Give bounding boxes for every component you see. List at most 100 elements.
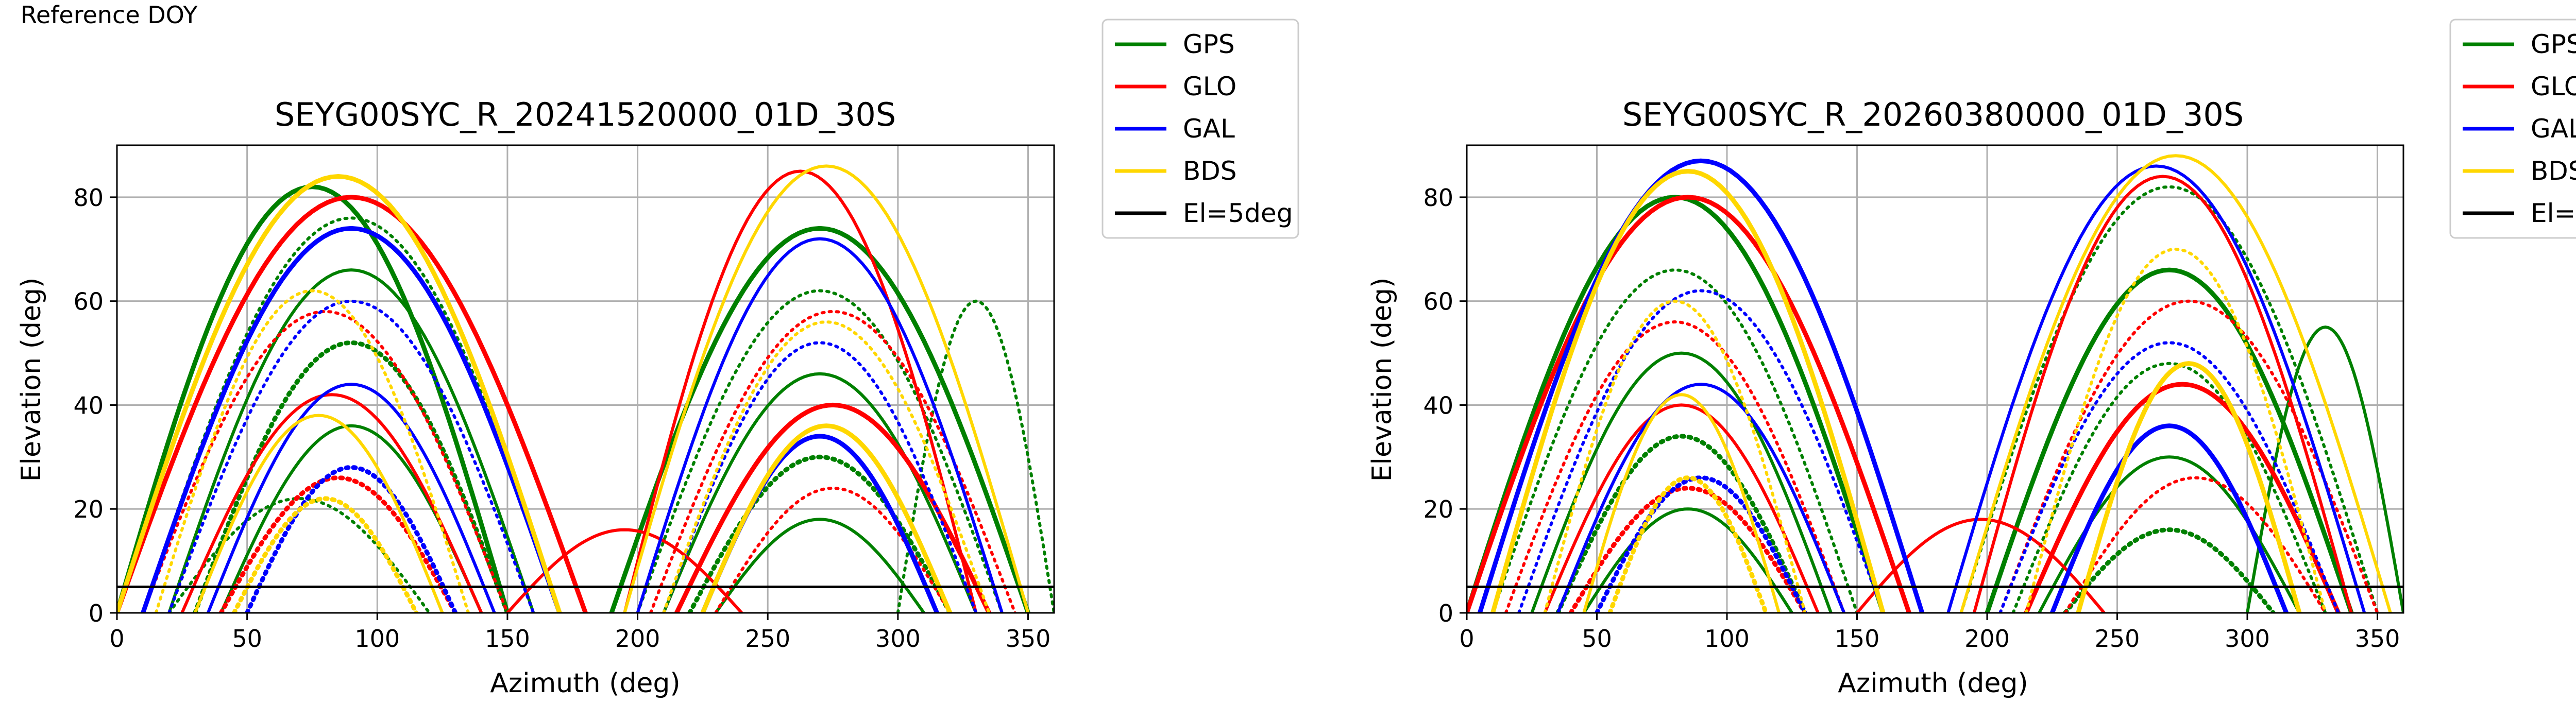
pass-glo	[1972, 175, 2353, 613]
pass-gps	[714, 518, 926, 613]
pass-gal	[245, 465, 458, 613]
pass-gps	[662, 372, 978, 613]
legend-label: El=5deg	[1183, 198, 1293, 228]
pass-glo	[1543, 403, 1820, 613]
x-tick-label: 250	[745, 625, 790, 653]
pass-bds	[1490, 168, 1886, 613]
pass-glo	[2063, 476, 2327, 613]
pass-bds	[193, 414, 444, 613]
chart-2: SEYG00SYC_R_20260380000_01D_30S 0 50 100 15…	[1367, 19, 2576, 699]
legend-label: GLO	[2531, 72, 2576, 101]
y-tick-label: 60	[73, 288, 104, 316]
x-tick-label: 100	[1704, 625, 1750, 653]
pass-bds	[623, 164, 1030, 613]
y-tick-label: 60	[1423, 288, 1453, 316]
chart-1-x-axis-label: Azimuth (deg)	[490, 668, 680, 699]
chart-2-x-axis-label: Azimuth (deg)	[1838, 668, 2028, 699]
pass-gps	[141, 216, 561, 613]
pass-gps	[1985, 267, 2354, 613]
x-tick-label: 200	[1964, 625, 2010, 653]
pass-glo	[1568, 486, 1807, 613]
pass-glo	[1855, 518, 2106, 613]
pass-bds	[1543, 299, 1807, 613]
pass-gal	[1946, 164, 2366, 613]
chart-1-axes: 0 50 100 150 200 250 300 350 0 20 40 60 80	[73, 144, 1055, 653]
x-tick-label: 100	[354, 625, 400, 653]
pass-gal	[167, 299, 535, 613]
y-tick-label: 0	[1438, 599, 1453, 627]
chart-1: SEYG00SYC_R_20241520000_01D_30S 0 50 100 15…	[16, 19, 1299, 699]
legend-label: El=5deg	[2531, 198, 2576, 228]
pass-gps	[1530, 351, 1833, 613]
pass-gal	[1517, 289, 1885, 613]
legend-label: BDS	[2531, 156, 2576, 186]
chart-1-title: SEYG00SYC_R_20241520000_01D_30S	[275, 96, 896, 133]
pass-gps	[2011, 362, 2327, 613]
pass-gps	[1491, 268, 1859, 613]
x-tick-label: 50	[1582, 625, 1612, 653]
legend-label: GAL	[2531, 114, 2576, 144]
x-tick-label: 300	[2225, 625, 2270, 653]
reference-doy-label: Reference DOY	[21, 1, 198, 29]
y-tick-label: 20	[1423, 495, 1453, 523]
legend-label: BDS	[1183, 156, 1237, 186]
x-tick-label: 200	[615, 625, 660, 653]
pass-gal	[1595, 475, 1807, 613]
y-tick-label: 80	[1423, 184, 1453, 212]
pass-bds	[1959, 154, 2392, 613]
pass-gal	[662, 341, 978, 613]
chart-2-plot-area	[1467, 154, 2403, 613]
pass-bds	[662, 320, 991, 613]
x-tick-label: 150	[485, 625, 530, 653]
pass-gal	[2049, 423, 2289, 613]
legend-label: GLO	[1183, 72, 1236, 101]
pass-gps	[1959, 185, 2379, 613]
legend-box	[1101, 19, 1299, 239]
pass-bds	[231, 496, 419, 613]
pass-gps	[636, 289, 1004, 613]
x-tick-label: 0	[109, 625, 124, 653]
pass-gps	[117, 184, 510, 613]
pass-bds	[2024, 247, 2327, 613]
pass-glo	[2024, 382, 2341, 613]
pass-glo	[180, 393, 483, 613]
chart-1-y-axis-label: Elevation (deg)	[16, 278, 47, 482]
pass-gps	[2063, 527, 2276, 613]
chart-2-title: SEYG00SYC_R_20260380000_01D_30S	[1622, 96, 2244, 133]
chart-2-y-axis-label: Elevation (deg)	[1367, 278, 1398, 482]
pass-gal	[1556, 383, 1846, 613]
legend-label: GPS	[2531, 29, 2576, 59]
pass-glo	[1998, 299, 2379, 613]
pass-bds	[117, 174, 562, 613]
x-tick-label: 300	[875, 625, 921, 653]
pass-gps	[896, 299, 1054, 613]
legend-label: GPS	[1183, 29, 1235, 59]
pass-gal	[206, 383, 496, 613]
x-tick-label: 150	[1835, 625, 1880, 653]
pass-gal	[1998, 341, 2340, 613]
y-tick-label: 40	[1423, 391, 1453, 419]
pass-bds	[2076, 361, 2302, 613]
chart-2-axes: 0 50 100 150 200 250 300 350 0 20 40 60 80	[1423, 144, 2404, 653]
pass-gal	[1477, 158, 1925, 613]
y-tick-label: 0	[89, 599, 104, 627]
pass-glo	[117, 195, 588, 613]
axes-frame	[1466, 144, 2404, 614]
chart-1-plot-area	[117, 164, 1054, 613]
pass-gal	[141, 226, 562, 613]
pass-bds	[1607, 475, 1769, 613]
pass-bds	[1582, 393, 1781, 613]
legend-label: GAL	[1183, 114, 1235, 144]
pass-gps	[1555, 434, 1807, 613]
x-tick-label: 350	[1006, 625, 1051, 653]
chart-2-legend: GPS GLO GAL BDS El=5deg	[2449, 19, 2576, 239]
y-tick-label: 40	[73, 391, 104, 419]
x-tick-label: 50	[232, 625, 262, 653]
pass-glo	[649, 310, 1017, 613]
pass-bds	[154, 289, 470, 613]
x-tick-label: 350	[2355, 625, 2400, 653]
chart-1-legend: GPS GLO GAL BDS El=5deg	[1101, 19, 1299, 239]
axes-frame	[116, 144, 1055, 614]
x-tick-label: 0	[1459, 625, 1474, 653]
x-tick-label: 250	[2095, 625, 2140, 653]
